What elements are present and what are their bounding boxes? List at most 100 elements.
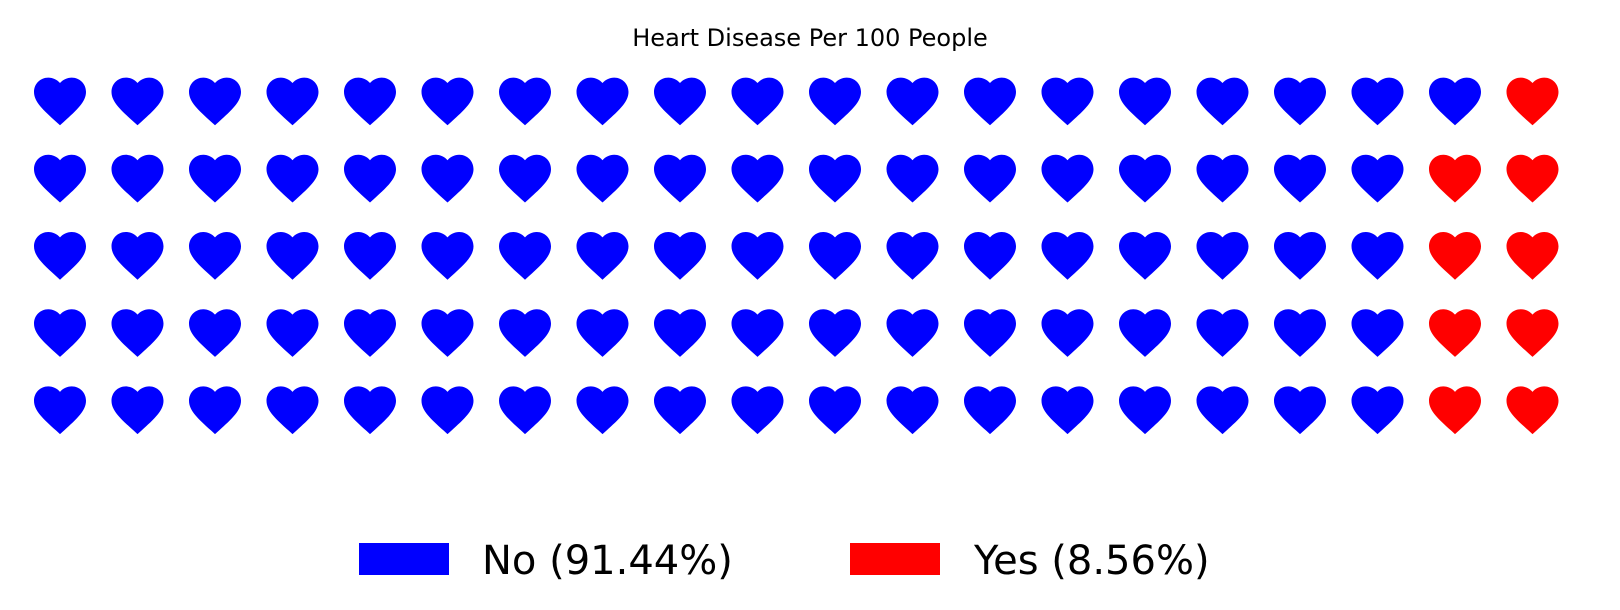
heart-icon-no: [731, 154, 784, 203]
heart-icon-no: [111, 386, 164, 435]
heart-icon-no: [344, 154, 396, 203]
heart-icon-no: [1196, 232, 1249, 280]
heart-icon-no: [1041, 77, 1094, 126]
heart-icon-no: [1351, 77, 1404, 126]
heart-icon-no: [499, 154, 551, 203]
heart-icon-no: [576, 154, 629, 203]
heart-icon-no: [266, 309, 319, 357]
heart-icon-no: [1351, 154, 1404, 203]
heart-icon-no: [111, 77, 164, 126]
heart-icon-no: [1351, 232, 1404, 280]
heart-icon-no: [576, 232, 629, 280]
heart-icon-no: [1274, 232, 1326, 280]
heart-icon-no: [809, 386, 861, 435]
heart-icon-no: [1041, 309, 1094, 357]
heart-grid: [34, 77, 1559, 435]
heart-icon-no: [266, 154, 319, 203]
heart-icon-no: [499, 386, 551, 435]
heart-icon-no: [1119, 386, 1171, 435]
heart-icon-no: [1119, 77, 1171, 126]
heart-icon-no: [576, 309, 629, 357]
heart-icon-yes: [1506, 309, 1559, 357]
legend-label-no: No (91.44%): [482, 538, 733, 584]
heart-icon-no: [1041, 386, 1094, 435]
heart-icon-no: [266, 386, 319, 435]
heart-icon-no: [731, 232, 784, 280]
heart-icon-yes: [1506, 77, 1559, 126]
heart-icon-no: [654, 309, 706, 357]
heart-icon-no: [886, 77, 939, 126]
heart-icon-yes: [1429, 232, 1481, 280]
heart-icon-no: [34, 154, 86, 203]
heart-icon-no: [1429, 77, 1481, 126]
heart-icon-no: [576, 77, 629, 126]
legend: No (91.44%) Yes (8.56%): [359, 538, 1210, 584]
heart-icon-no: [1196, 386, 1249, 435]
chart-title: Heart Disease Per 100 People: [632, 24, 988, 52]
heart-icon-no: [34, 77, 86, 126]
heart-icon-no: [189, 154, 241, 203]
heart-icon-yes: [1429, 154, 1481, 203]
heart-icon-no: [964, 77, 1016, 126]
heart-icon-no: [499, 309, 551, 357]
heart-icon-yes: [1429, 386, 1481, 435]
heart-icon-no: [886, 232, 939, 280]
heart-icon-no: [964, 386, 1016, 435]
heart-icon-no: [111, 154, 164, 203]
heart-icon-no: [964, 309, 1016, 357]
heart-icon-no: [421, 309, 474, 357]
heart-icon-no: [421, 386, 474, 435]
heart-icon-no: [111, 309, 164, 357]
heart-icon-yes: [1429, 309, 1481, 357]
heart-icon-no: [964, 232, 1016, 280]
heart-icon-no: [654, 232, 706, 280]
heart-icon-no: [1351, 386, 1404, 435]
heart-icon-no: [886, 154, 939, 203]
heart-icon-no: [1196, 154, 1249, 203]
heart-icon-no: [189, 77, 241, 126]
heart-icon-no: [576, 386, 629, 435]
heart-icon-no: [1196, 309, 1249, 357]
heart-icon-yes: [1506, 232, 1559, 280]
heart-icon-no: [1119, 154, 1171, 203]
heart-icon-no: [1274, 77, 1326, 126]
heart-icon-no: [809, 77, 861, 126]
heart-icon-no: [34, 232, 86, 280]
heart-icon-no: [1351, 309, 1404, 357]
heart-icon-no: [34, 309, 86, 357]
heart-icon-no: [1274, 154, 1326, 203]
heart-icon-no: [964, 154, 1016, 203]
heart-icon-no: [1274, 386, 1326, 435]
heart-icon-no: [731, 386, 784, 435]
heart-icon-no: [1041, 232, 1094, 280]
heart-icon-no: [34, 386, 86, 435]
heart-icon-no: [731, 309, 784, 357]
heart-icon-no: [189, 386, 241, 435]
heart-icon-no: [886, 309, 939, 357]
heart-icon-no: [189, 309, 241, 357]
heart-icon-no: [344, 309, 396, 357]
heart-icon-no: [499, 77, 551, 126]
heart-icon-no: [421, 77, 474, 126]
heart-icon-no: [731, 77, 784, 126]
heart-icon-yes: [1506, 386, 1559, 435]
heart-icon-no: [111, 232, 164, 280]
heart-icon-no: [421, 154, 474, 203]
heart-icon-no: [344, 77, 396, 126]
heart-icon-no: [1119, 309, 1171, 357]
heart-icon-no: [266, 232, 319, 280]
legend-swatch-no: [359, 543, 449, 575]
heart-icon-no: [654, 77, 706, 126]
legend-swatch-yes: [850, 543, 940, 575]
heart-icon-no: [189, 232, 241, 280]
heart-icon-no: [809, 309, 861, 357]
heart-icon-yes: [1506, 154, 1559, 203]
heart-icon-no: [266, 77, 319, 126]
heart-icon-no: [421, 232, 474, 280]
heart-icon-no: [886, 386, 939, 435]
heart-icon-no: [1119, 232, 1171, 280]
heart-icon-no: [344, 386, 396, 435]
heart-icon-no: [809, 232, 861, 280]
heart-icon-no: [499, 232, 551, 280]
